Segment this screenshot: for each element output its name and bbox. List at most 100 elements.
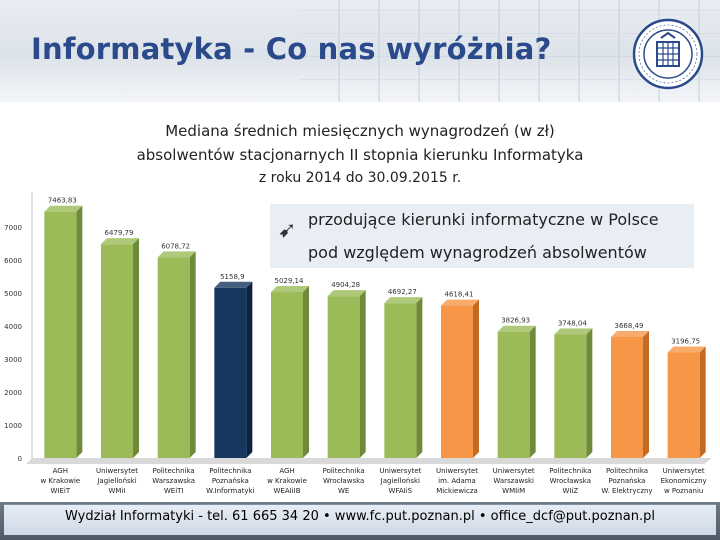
bar-top [157, 251, 196, 258]
bar-side [473, 299, 479, 458]
bar [101, 244, 133, 458]
bar-side [529, 325, 536, 458]
bar [384, 303, 417, 458]
bar [271, 292, 303, 458]
bar [441, 305, 473, 458]
data-label: 6479,79 [105, 229, 134, 237]
bar [497, 331, 530, 458]
x-tick-label: Politechnika [549, 467, 591, 475]
bar [327, 296, 360, 458]
bar-side [359, 290, 366, 458]
data-label: 4904,28 [331, 281, 360, 289]
x-tick-label: AGH [279, 467, 294, 475]
chart-subtitle-line-2: absolwentów stacjonarnych II stopnia kie… [136, 146, 584, 164]
x-tick-label: im. Adama [438, 477, 476, 485]
x-tick-label: Politechnika [323, 467, 365, 475]
data-label: 4692,27 [388, 288, 417, 296]
footer-contact-text: Wydział Informatyki - tel. 61 665 34 20 … [65, 509, 655, 524]
y-tick-label: 5000 [4, 290, 22, 298]
bar-side [246, 281, 253, 458]
x-tick-label: Uniwersytet [436, 467, 478, 475]
bar-side [76, 205, 83, 458]
annotation-box: ➹ przodujące kierunki informatyczne w Po… [270, 204, 694, 268]
bar-side [416, 297, 423, 458]
bar-top [214, 281, 253, 288]
bar [44, 211, 77, 458]
bar-top [271, 286, 309, 293]
bar [554, 334, 587, 458]
y-tick-label: 1000 [4, 422, 22, 430]
bar-top [441, 299, 479, 306]
x-tick-label: Ekonomiczny [661, 477, 707, 485]
x-tick-label: Uniwersytet [493, 467, 535, 475]
bar [667, 352, 700, 458]
data-label: 5029,14 [275, 277, 304, 285]
x-tick-label: Politechnika [209, 467, 251, 475]
data-label: 7463,83 [48, 197, 77, 205]
bar-side [303, 286, 309, 458]
y-tick-label: 3000 [4, 356, 22, 364]
bar-side [133, 238, 139, 458]
x-tick-label: Poznańska [212, 477, 249, 485]
x-tick-label: Jagielloński [96, 477, 136, 485]
bar [611, 336, 643, 458]
page-title: Informatyka - Co nas wyróżnia? [31, 32, 552, 66]
chart-floor [26, 458, 712, 464]
bar-top [101, 238, 139, 245]
bar-top [554, 328, 593, 335]
bar-side [643, 330, 649, 458]
x-tick-label: Jagielloński [380, 477, 420, 485]
x-tick-label: WMIiM [502, 487, 525, 495]
data-label: 3668,49 [615, 322, 644, 330]
bar-top [667, 346, 706, 353]
data-label: 3196,75 [671, 338, 700, 346]
data-label: 3748,04 [558, 319, 587, 327]
bar-top [497, 325, 536, 332]
x-tick-label: Uniwersytet [96, 467, 138, 475]
x-tick-label: AGH [53, 467, 68, 475]
data-label: 5158,9 [220, 273, 245, 281]
x-tick-label: WE [338, 487, 349, 495]
bar-side [699, 346, 706, 458]
x-tick-label: W. Elektryczny [601, 487, 652, 495]
bar-top [44, 205, 83, 212]
data-label: 4618,41 [445, 291, 474, 299]
bar-top [611, 330, 649, 337]
x-tick-label: Wrocławska [550, 477, 591, 485]
annotation-line-1: przodujące kierunki informatyczne w Pols… [308, 210, 659, 229]
bar-side [189, 251, 196, 458]
annotation-line-2: pod względem wynagrodzeń absolwentów [308, 243, 647, 262]
x-tick-label: W.Informatyki [206, 487, 254, 495]
bar-top [327, 290, 366, 297]
y-tick-label: 4000 [4, 323, 22, 331]
x-tick-label: Mickiewicza [436, 487, 478, 495]
x-tick-label: Uniwersytet [379, 467, 421, 475]
x-tick-label: w Poznaniu [664, 487, 703, 495]
bar [214, 287, 247, 458]
x-tick-label: Politechnika [153, 467, 195, 475]
x-tick-label: w Krakowie [40, 477, 80, 485]
university-seal-icon [632, 18, 704, 90]
bar-top [384, 297, 423, 304]
bar [157, 257, 190, 458]
x-tick-label: WEAIiIB [273, 487, 300, 495]
x-tick-label: WMiI [109, 487, 126, 495]
data-label: 6078,72 [161, 242, 190, 250]
x-tick-label: WIiZ [562, 487, 578, 495]
x-tick-label: Politechnika [606, 467, 648, 475]
x-tick-label: w Krakowie [267, 477, 307, 485]
x-tick-label: Poznańska [609, 477, 646, 485]
y-tick-label: 0 [18, 455, 22, 463]
y-tick-label: 7000 [4, 224, 22, 232]
x-tick-label: Warszawski [493, 477, 534, 485]
y-tick-label: 6000 [4, 257, 22, 265]
bar-side [586, 328, 593, 458]
chart-subtitle-line-1: Mediana średnich miesięcznych wynagrodze… [165, 122, 555, 140]
chart-subtitle-line-3: z roku 2014 do 30.09.2015 r. [258, 170, 462, 186]
y-tick-label: 2000 [4, 389, 22, 397]
x-tick-label: Warszawska [152, 477, 195, 485]
x-tick-label: Uniwersytet [663, 467, 705, 475]
x-tick-label: WFAIiS [389, 487, 413, 495]
data-label: 3826,93 [501, 317, 530, 325]
